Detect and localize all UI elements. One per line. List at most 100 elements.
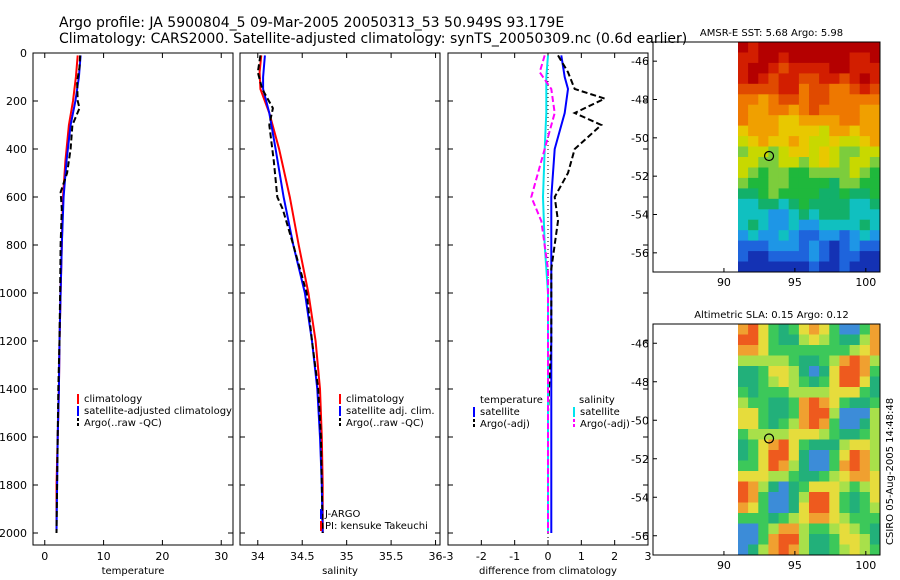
sst_map-cell	[758, 177, 769, 189]
sst_map-cell	[758, 146, 769, 158]
sla_map-cell	[809, 450, 820, 461]
sla_map-cell	[839, 397, 850, 409]
sst_map-cell	[778, 261, 790, 273]
sst_map-cell	[758, 125, 769, 137]
sla_map-cell	[809, 366, 820, 377]
sla_map-cell	[758, 471, 769, 482]
sla_map-cell	[778, 513, 790, 524]
sla_map-cell	[798, 387, 810, 398]
depth-tick-label: 200	[6, 95, 27, 108]
sla_map-cell	[778, 408, 790, 419]
sst_map-cell	[748, 94, 759, 106]
sla_map-cell	[869, 502, 881, 514]
sla_map-cell	[869, 355, 881, 367]
sla_map-cell	[778, 376, 790, 388]
sst_map-cell	[849, 167, 861, 179]
sla_map-cell	[778, 334, 790, 346]
difference-series-2	[541, 55, 549, 533]
difference-series-0	[550, 55, 570, 533]
sla_map-cell	[798, 345, 810, 356]
legend-label: satellite	[580, 407, 620, 418]
sla_map-cell	[819, 481, 830, 493]
sst_map-cell	[798, 219, 810, 231]
sst_map-cell	[748, 177, 759, 189]
sla_map-cell	[748, 376, 759, 388]
sst_map-cell	[819, 167, 830, 179]
sst_map-cell	[738, 167, 749, 179]
depth-tick-label: 1400	[0, 383, 27, 396]
sla_map-cell	[809, 345, 820, 356]
sla_map-cell	[839, 481, 850, 493]
sst_map-cell	[768, 62, 779, 74]
sst_map-cell	[809, 146, 820, 158]
sla_map-cell	[819, 471, 830, 482]
sla_map-cell	[839, 471, 850, 482]
sla_map-cell	[778, 397, 790, 409]
temperature-series-2	[55, 55, 82, 534]
sla_map-cell	[748, 387, 759, 398]
sla_map-cell	[768, 439, 779, 451]
sst_map-cell	[768, 240, 779, 252]
sst_map-ytick-label: -52	[631, 170, 649, 183]
sst_map-cell	[798, 146, 810, 158]
sst_map-cell	[788, 136, 800, 148]
pi-annotation: PI: kensuke Takeuchi	[325, 521, 428, 532]
sst_map-cell	[798, 125, 810, 137]
sst_map-cell	[788, 83, 800, 95]
sst_map-cell	[869, 177, 881, 189]
sst_map-cell	[849, 73, 861, 85]
sla_map-cell	[859, 324, 871, 335]
sla_map-cell	[829, 492, 840, 503]
sst_map-cell	[849, 115, 861, 127]
sst_map-cell	[738, 261, 749, 273]
sst_map-cell	[778, 104, 790, 116]
sla_map-cell	[869, 397, 881, 409]
sst_map-cell	[768, 261, 779, 273]
sst_map-cell	[768, 230, 779, 242]
sla_map-cell	[768, 345, 779, 356]
sst_map-cell	[829, 167, 840, 179]
sla_map-cell	[758, 387, 769, 398]
sst_map-cell	[859, 198, 871, 210]
credit-text: CSIRO 05-Aug-2005 14:48:48	[885, 398, 896, 545]
sst_map-cell	[758, 104, 769, 116]
salinity-xtick-label: 35	[340, 550, 354, 563]
sst_map-cell	[798, 52, 810, 64]
sla_map-cell	[869, 439, 881, 451]
sla_map-title: Altimetric SLA: 0.15 Argo: 0.12	[694, 310, 849, 321]
sla_map-cell	[859, 544, 871, 556]
sst_map-cell	[748, 230, 759, 242]
sst_map-cell	[748, 240, 759, 252]
sst_map-cell	[748, 136, 759, 148]
sla_map-cell	[788, 502, 800, 514]
sla_map-cell	[788, 450, 800, 461]
sst_map-cell	[849, 240, 861, 252]
sla_map-cell	[798, 534, 810, 545]
sst_map-cell	[869, 240, 881, 252]
sst_map-cell	[738, 94, 749, 106]
sst_map-cell	[869, 251, 881, 263]
sla_map-cell	[768, 397, 779, 409]
sst_map-cell	[829, 94, 840, 106]
sla_map-xtick-label: 90	[717, 559, 731, 572]
sst_map-cell	[768, 52, 779, 64]
sst_map-cell	[819, 42, 830, 53]
sla_map-cell	[809, 408, 820, 419]
sst_map-cell	[869, 115, 881, 127]
salinity-xlabel: salinity	[322, 566, 358, 577]
sla_map-cell	[829, 376, 840, 388]
sst_map-cell	[839, 188, 850, 200]
sla_map-cell	[809, 471, 820, 482]
sst_map-cell	[869, 125, 881, 137]
sst_map-cell	[758, 83, 769, 95]
sla_map-cell	[758, 355, 769, 367]
sst_map-cell	[859, 104, 871, 116]
sst_map-cell	[849, 261, 861, 273]
sla_map-cell	[849, 544, 861, 556]
sst_map-cell	[778, 115, 790, 127]
sla_map-cell	[859, 418, 871, 430]
sst_map-cell	[839, 73, 850, 85]
sst_map-xtick-label: 100	[855, 276, 876, 289]
sst_map-cell	[829, 209, 840, 221]
sst_map-frame	[652, 41, 881, 273]
